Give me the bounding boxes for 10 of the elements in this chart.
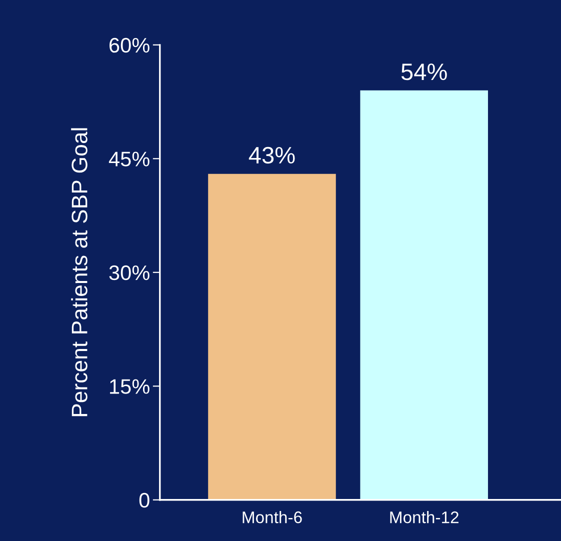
y-tick-label: 15% [110,379,150,394]
data-label: 43% [248,146,295,164]
y-tick-label: 30% [109,265,150,280]
x-tick-label: Month-6 [242,510,302,524]
data-label: 54% [401,64,447,80]
y-tick-label: 60% [110,38,150,53]
y-axis-title: Percent Patients at SBP Goal [71,128,88,416]
y-tick-label: 0 [139,492,150,508]
y-tick-label: 45% [108,152,150,166]
x-tick-label: Month-12 [390,510,458,524]
